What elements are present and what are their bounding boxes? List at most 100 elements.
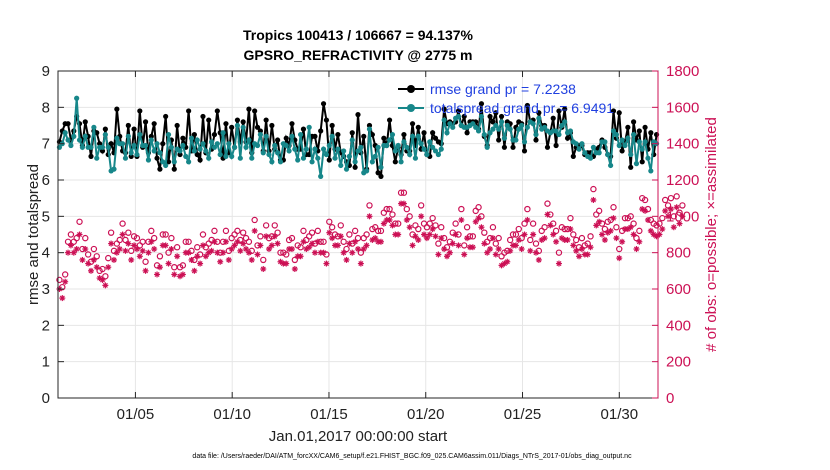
totalspread-point <box>318 173 324 179</box>
rmse-point <box>441 106 447 112</box>
rmse-point <box>553 142 559 149</box>
assimilated-obs-marker <box>82 246 89 253</box>
assimilated-marker-stroke <box>613 235 619 241</box>
rmse-point <box>392 159 398 165</box>
totalspread-point <box>183 153 189 159</box>
assimilated-marker-stroke <box>134 246 140 252</box>
assimilated-obs-marker <box>670 224 677 231</box>
totalspread-point <box>642 139 648 145</box>
assimilated-obs-marker <box>251 227 258 234</box>
possible-obs-marker <box>667 194 675 202</box>
totalspread-point <box>295 157 301 163</box>
possible-obs-marker <box>383 205 390 213</box>
assimilated-marker-stroke <box>209 248 215 254</box>
assimilated-obs-marker <box>524 216 531 223</box>
assimilated-marker-stroke <box>125 241 131 247</box>
assimilated-obs-marker <box>630 231 637 238</box>
totalspread-point <box>533 131 539 138</box>
assimilated-marker-stroke <box>507 248 513 254</box>
assimilated-obs-marker <box>197 260 204 267</box>
possible-obs-marker <box>664 202 672 209</box>
legend-rmse-marker <box>407 85 415 93</box>
assimilated-obs-marker <box>234 238 241 245</box>
possible-obs-marker <box>173 244 181 251</box>
assimilated-obs-marker <box>136 253 143 260</box>
totalspread-point <box>372 153 378 159</box>
totalspread-point <box>487 130 493 136</box>
rmse-point <box>160 141 166 147</box>
y-tick-label-right: 1600 <box>666 99 699 116</box>
rmse-point <box>642 124 648 130</box>
assimilated-obs-marker <box>590 196 597 203</box>
possible-obs-marker <box>128 247 135 255</box>
totalspread-point <box>444 130 450 136</box>
totalspread-point <box>409 133 416 139</box>
assimilated-obs-marker <box>487 246 494 253</box>
totalspread-point <box>128 150 134 156</box>
totalspread-point <box>188 135 195 141</box>
totalspread-point <box>243 144 249 150</box>
possible-obs-marker <box>105 254 112 262</box>
rmse-point <box>625 124 631 130</box>
assimilated-obs-marker <box>79 256 86 263</box>
assimilated-obs-marker <box>334 242 341 249</box>
totalspread-point <box>412 155 419 161</box>
possible-obs-marker <box>320 238 327 245</box>
totalspread-point <box>605 151 611 158</box>
totalspread-point <box>206 155 212 161</box>
x-tick-label: 01/20 <box>407 406 445 423</box>
possible-obs-marker <box>633 234 640 242</box>
assimilated-marker-stroke <box>407 224 413 230</box>
assimilated-marker-stroke <box>151 246 157 252</box>
totalspread-point <box>119 141 126 147</box>
possible-obs-marker <box>199 231 207 238</box>
possible-obs-marker <box>194 244 201 251</box>
assimilated-marker-stroke <box>321 250 327 256</box>
assimilated-obs-marker <box>343 256 350 263</box>
rmse-point <box>163 113 169 120</box>
assimilated-marker-stroke <box>476 215 482 221</box>
assimilated-marker-stroke <box>272 233 278 239</box>
y-axis-label-right: # of obs: o=possible; ×=assimilated <box>703 117 720 352</box>
rmse-point <box>318 128 324 134</box>
assimilated-marker-stroke <box>542 235 548 241</box>
assimilated-obs-marker <box>93 264 100 271</box>
possible-obs-marker <box>328 224 336 231</box>
assimilated-marker-stroke <box>269 242 275 248</box>
y-tick-label-left: 4 <box>42 245 50 262</box>
assimilated-marker-stroke <box>249 257 255 263</box>
possible-obs-marker <box>99 265 106 273</box>
assimilated-obs-marker <box>449 240 456 247</box>
assimilated-marker-stroke <box>329 235 335 241</box>
totalspread-point <box>191 148 197 154</box>
assimilated-obs-marker <box>257 242 264 249</box>
assimilated-obs-marker <box>432 233 439 240</box>
rmse-point <box>536 110 542 116</box>
assimilated-marker-stroke <box>616 255 622 261</box>
assimilated-marker-stroke <box>143 268 149 274</box>
assimilated-obs-marker <box>492 251 499 258</box>
possible-obs-marker <box>541 224 548 231</box>
possible-obs-marker <box>351 227 359 235</box>
assimilated-marker-stroke <box>470 244 476 250</box>
chart-subtitle: GPSRO_REFRACTIVITY @ 2775 m <box>244 47 473 63</box>
legend-spread-label: totalspread grand pr = 6.9491 <box>430 100 614 116</box>
possible-obs-marker <box>627 213 634 220</box>
assimilated-marker-stroke <box>277 259 284 265</box>
totalspread-point <box>234 122 241 129</box>
possible-obs-marker <box>251 216 258 224</box>
assimilated-marker-stroke <box>200 242 206 248</box>
possible-obs-marker <box>159 231 166 238</box>
assimilated-obs-marker <box>168 246 175 253</box>
assimilated-obs-marker <box>352 238 359 245</box>
possible-obs-marker <box>630 220 637 227</box>
assimilated-obs-marker <box>309 240 316 247</box>
totalspread-point <box>352 159 358 165</box>
rmse-point <box>142 119 149 125</box>
assimilated-marker-stroke <box>461 251 467 258</box>
totalspread-point <box>197 146 203 152</box>
assimilated-marker-stroke <box>450 241 456 247</box>
rmse-point <box>628 164 634 170</box>
series-layer <box>56 95 686 302</box>
assimilated-marker-stroke <box>88 268 94 274</box>
